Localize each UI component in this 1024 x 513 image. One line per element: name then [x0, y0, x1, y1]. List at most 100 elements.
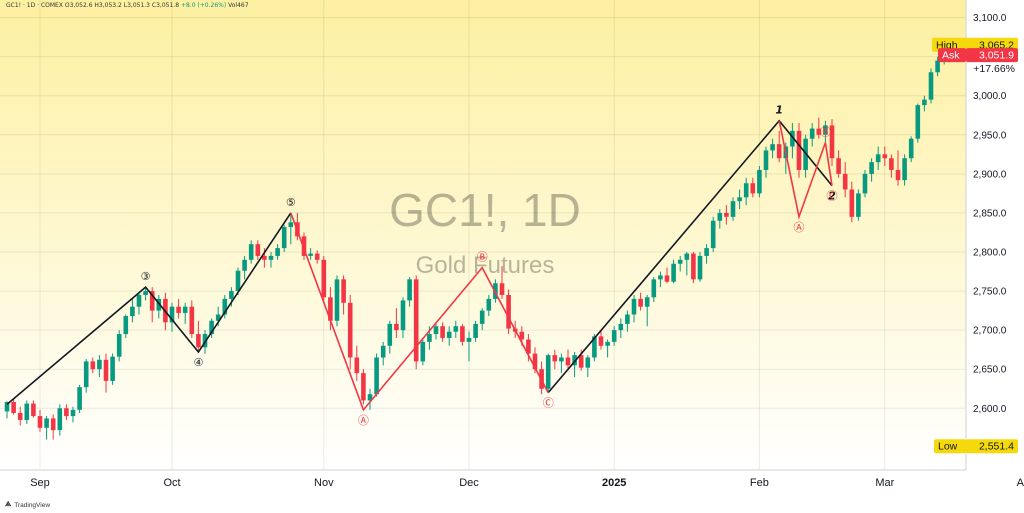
- tradingview-logo-icon: ⟁: [5, 501, 12, 508]
- candle-up: [44, 418, 49, 428]
- candle-up: [182, 306, 188, 313]
- candle-up: [743, 183, 749, 198]
- candle-down: [776, 144, 782, 159]
- candle-up: [281, 226, 287, 249]
- candle-up: [83, 361, 89, 388]
- candle-up: [57, 408, 63, 431]
- candle-down: [664, 275, 670, 282]
- candle-down: [519, 331, 525, 340]
- price-axis-background: [966, 0, 1024, 513]
- brand-label: TradingView: [14, 501, 51, 509]
- candle-down: [347, 302, 353, 358]
- candle-down: [829, 125, 835, 159]
- wave-label: Ⓐ: [358, 414, 369, 427]
- candle-up: [24, 403, 30, 420]
- ask-label: Ask: [942, 50, 960, 62]
- candle-up: [935, 60, 940, 73]
- candle-up: [592, 336, 597, 358]
- y-tick-label: 3,000.0: [973, 91, 1007, 102]
- y-tick-label: 2,600.0: [973, 404, 1007, 415]
- candle-up: [763, 150, 769, 170]
- candle-down: [532, 353, 538, 370]
- candle-down: [255, 244, 261, 256]
- candle-up: [215, 314, 221, 321]
- wave-label: ④: [193, 356, 203, 369]
- candle-up: [710, 220, 716, 249]
- candle-up: [915, 105, 921, 139]
- candle-down: [565, 357, 571, 366]
- time-axis-background: [0, 470, 1024, 513]
- candle-down: [189, 306, 195, 335]
- candle-down: [691, 253, 696, 280]
- candle-up: [308, 253, 313, 256]
- candle-up: [618, 323, 624, 331]
- candle-down: [750, 183, 756, 194]
- candle-up: [367, 394, 373, 401]
- candle-up: [875, 154, 881, 163]
- candle-up: [387, 323, 393, 346]
- candle-up: [248, 244, 254, 260]
- candle-down: [796, 130, 802, 170]
- y-tick-label: 2,650.0: [973, 365, 1007, 376]
- candle-up: [97, 359, 102, 370]
- candle-down: [11, 402, 16, 413]
- candle-up: [545, 355, 551, 389]
- candle-down: [889, 158, 894, 170]
- candle-up: [275, 248, 280, 256]
- candle-up: [717, 212, 723, 221]
- candle-up: [572, 355, 577, 366]
- candle-down: [103, 359, 109, 381]
- low-label: Low: [938, 441, 958, 453]
- wave-label: Ⓑ: [477, 251, 488, 264]
- candle-up: [671, 263, 676, 282]
- candle-up: [809, 128, 815, 139]
- candle-down: [328, 297, 333, 321]
- candle-up: [790, 130, 795, 147]
- candle-down: [413, 279, 419, 362]
- candle-down: [578, 355, 584, 368]
- x-tick-label: 2025: [602, 477, 626, 489]
- candle-up: [684, 253, 690, 260]
- candle-down: [361, 373, 366, 401]
- high-value: H3,053.2: [94, 2, 122, 9]
- candle-down: [37, 416, 43, 428]
- candle-up: [136, 294, 142, 307]
- y-tick-label: 2,900.0: [973, 169, 1007, 180]
- candle-up: [110, 356, 115, 381]
- candle-down: [341, 279, 346, 303]
- wave-label: Ⓒ: [827, 190, 838, 203]
- candle-up: [288, 222, 294, 227]
- x-tick-label: Sep: [30, 477, 50, 489]
- candle-down: [882, 154, 888, 159]
- candle-down: [196, 334, 201, 348]
- candle-down: [598, 336, 604, 346]
- candle-down: [31, 403, 36, 417]
- candle-up: [757, 169, 762, 194]
- candle-down: [314, 253, 320, 260]
- candle-up: [453, 326, 459, 332]
- candle-up: [334, 279, 340, 321]
- candle-up: [446, 331, 452, 338]
- candle-up: [235, 270, 241, 292]
- close-value: C3,051.8: [151, 2, 180, 9]
- candle-up: [400, 300, 406, 331]
- wave-label: ③: [141, 270, 151, 283]
- candle-up: [922, 99, 927, 106]
- candle-up: [130, 306, 135, 317]
- ask-value: 3,051.9: [979, 50, 1014, 62]
- tradingview-logo[interactable]: ⟁ TradingView: [5, 501, 50, 509]
- wave-label: Ⓐ: [794, 221, 805, 234]
- y-tick-label: 2,800.0: [973, 248, 1007, 259]
- candle-down: [552, 355, 558, 362]
- candle-up: [70, 409, 76, 417]
- plot-background: [0, 0, 966, 470]
- candle-up: [242, 259, 247, 271]
- candle-up: [433, 326, 439, 335]
- candle-down: [440, 326, 445, 338]
- candle-down: [506, 294, 511, 329]
- candle-up: [473, 323, 478, 338]
- candle-up: [380, 345, 386, 358]
- change-value: +8.0 (+0.26%): [180, 2, 227, 9]
